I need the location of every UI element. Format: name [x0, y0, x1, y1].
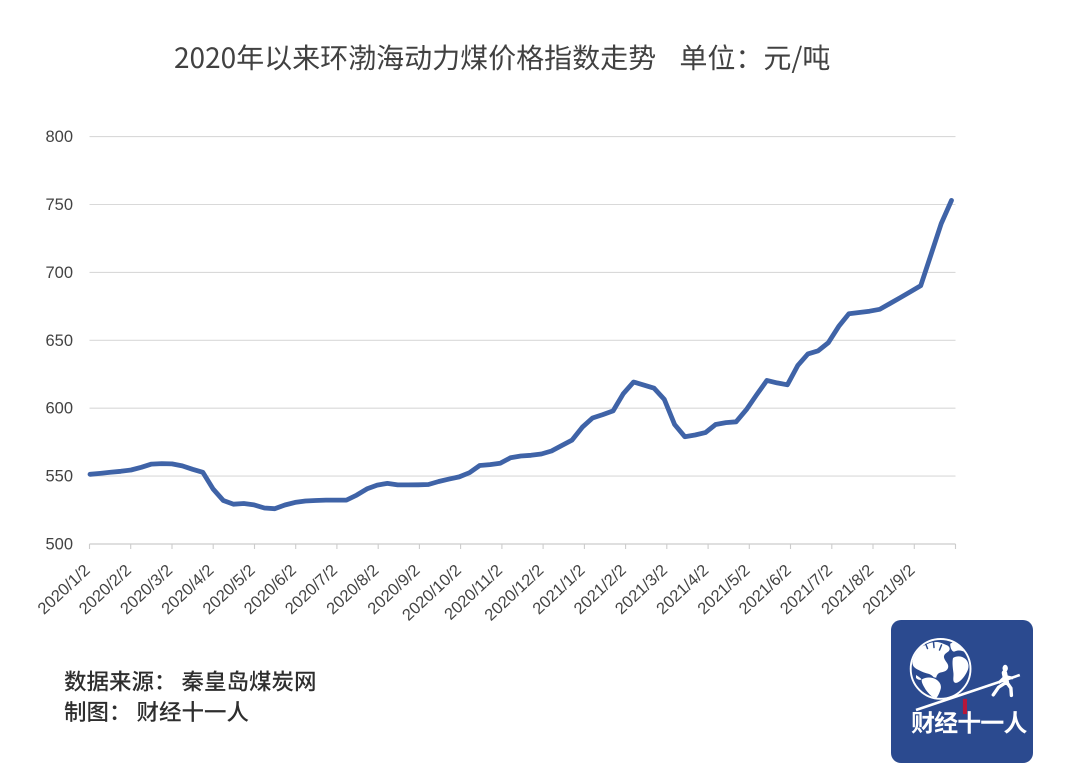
svg-text:750: 750 [45, 196, 73, 214]
svg-text:650: 650 [45, 332, 73, 350]
svg-text:800: 800 [45, 128, 73, 146]
svg-text:700: 700 [45, 264, 73, 282]
svg-text:550: 550 [45, 468, 73, 486]
svg-text:500: 500 [45, 536, 73, 554]
svg-text:600: 600 [45, 400, 73, 418]
